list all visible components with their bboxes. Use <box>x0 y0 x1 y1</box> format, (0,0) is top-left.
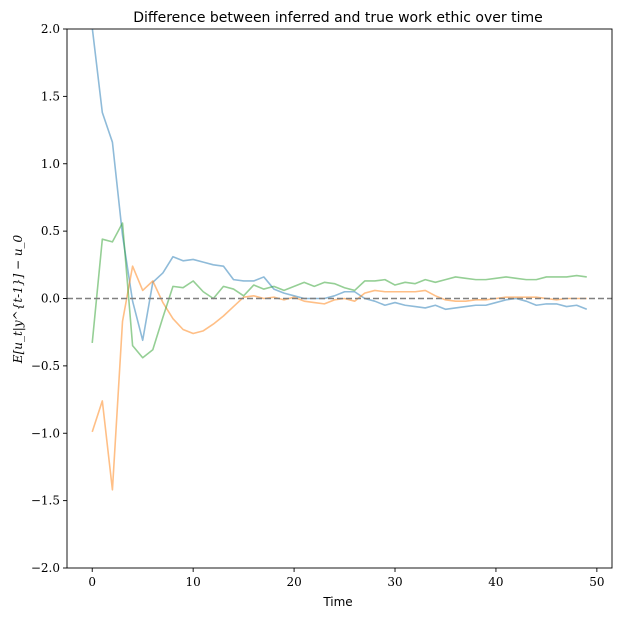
series-line-3 <box>91 222 587 359</box>
y-tick-label-2: −1.0 <box>31 426 60 440</box>
series-line-1 <box>91 29 588 342</box>
y-tick-label-1: −1.5 <box>31 494 60 508</box>
x-axis-label: Time <box>322 595 352 609</box>
y-tick-label-7: 1.5 <box>41 89 60 103</box>
y-tick-label-8: 2.0 <box>41 22 60 36</box>
x-tick-label-40: 40 <box>488 575 503 589</box>
x-tick-label-0: 0 <box>88 575 96 589</box>
x-tick-label-10: 10 <box>186 575 201 589</box>
y-tick-label-3: −0.5 <box>31 359 60 373</box>
x-tick-label-50: 50 <box>589 575 604 589</box>
y-tick-label-6: 1.0 <box>41 157 60 171</box>
x-tick-label-20: 20 <box>286 575 301 589</box>
plot-area: 0 10 20 30 40 50 −2.0 −1.5 −1.0 −0.5 0.0 0.5 1.0 1.5 2… <box>31 22 613 589</box>
y-tick-label-5: 0.5 <box>41 224 60 238</box>
chart-title: Difference between inferred and true wor… <box>133 10 542 26</box>
y-axis-label: E[u_t|y^{t-1}] − u_0 <box>11 234 25 364</box>
y-tick-label-0: −2.0 <box>31 561 60 575</box>
y-tick-label-4: 0.0 <box>41 292 60 306</box>
x-tick-label-30: 30 <box>387 575 402 589</box>
